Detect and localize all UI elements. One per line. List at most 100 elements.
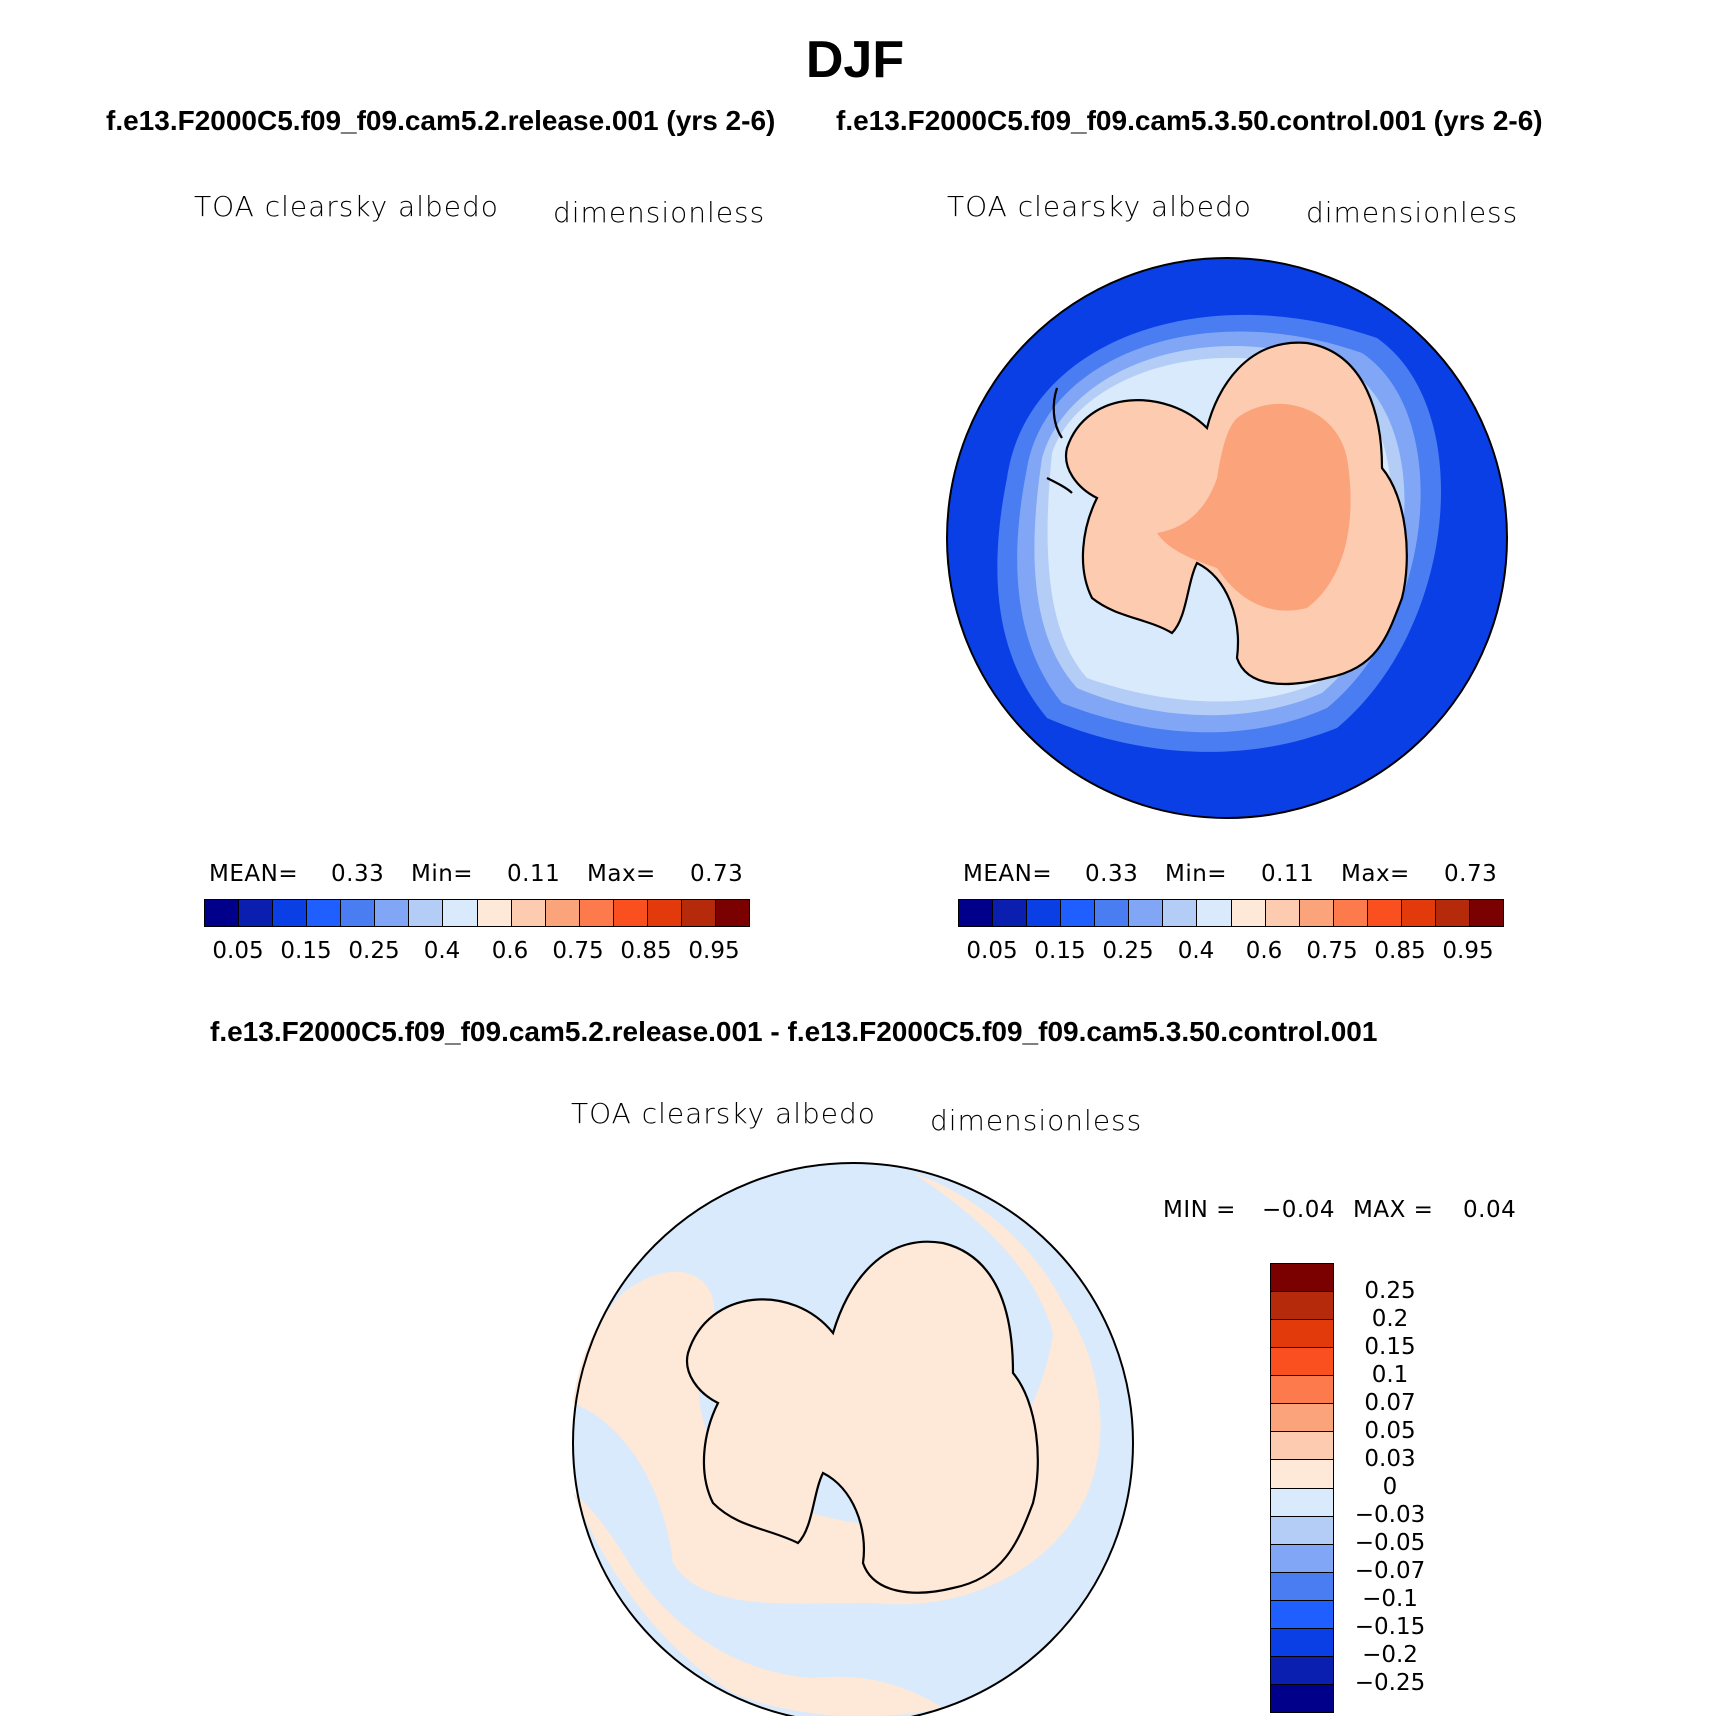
colorbar-tick-label: −0.25 bbox=[1354, 1670, 1426, 1696]
colorbar-tick-label: 0.25 bbox=[1102, 938, 1154, 964]
colorbar-swatch bbox=[579, 900, 614, 926]
left-units-label: dimensionless bbox=[553, 196, 766, 229]
right-mean-value: 0.33 bbox=[1085, 861, 1139, 887]
colorbar-swatch bbox=[273, 900, 308, 926]
colorbar-tick-label: 0.75 bbox=[552, 938, 604, 964]
left-max-label: Max= bbox=[587, 861, 656, 887]
colorbar-swatch bbox=[1333, 900, 1368, 926]
colorbar-swatch bbox=[1061, 900, 1096, 926]
right-max-value: 0.73 bbox=[1444, 861, 1498, 887]
colorbar-swatch bbox=[1271, 1348, 1333, 1377]
colorbar-tick-label: 0.1 bbox=[1371, 1362, 1409, 1388]
colorbar-swatch bbox=[1271, 1516, 1333, 1545]
page-title: DJF bbox=[805, 31, 905, 89]
colorbar-tick-label: 0.4 bbox=[1177, 938, 1215, 964]
left-max-value: 0.73 bbox=[690, 861, 744, 887]
colorbar-swatch bbox=[715, 900, 749, 926]
colorbar-tick-label: 0.75 bbox=[1306, 938, 1358, 964]
colorbar-tick-label: 0.05 bbox=[966, 938, 1018, 964]
diff-colorbar bbox=[1270, 1263, 1334, 1713]
colorbar-swatch bbox=[1271, 1320, 1333, 1349]
colorbar-tick-label: −0.2 bbox=[1362, 1642, 1418, 1668]
colorbar-tick-label: 0.85 bbox=[1374, 938, 1426, 964]
colorbar-swatch bbox=[239, 900, 274, 926]
right-units-label: dimensionless bbox=[1306, 196, 1519, 229]
left-colorbar bbox=[204, 899, 750, 927]
colorbar-swatch bbox=[613, 900, 648, 926]
left-polar-map bbox=[670, 796, 757, 820]
diff-max-value: 0.04 bbox=[1463, 1197, 1517, 1223]
left-min-value: 0.11 bbox=[507, 861, 561, 887]
diff-variable-label: TOA clearsky albedo bbox=[571, 1097, 876, 1130]
colorbar-tick-label: 0.15 bbox=[280, 938, 332, 964]
colorbar-tick-label: 0 bbox=[1382, 1474, 1398, 1500]
right-colorbar bbox=[958, 899, 1504, 927]
left-mean-value: 0.33 bbox=[331, 861, 385, 887]
colorbar-swatch bbox=[307, 900, 342, 926]
colorbar-tick-label: 0.07 bbox=[1364, 1390, 1416, 1416]
colorbar-tick-label: 0.25 bbox=[348, 938, 400, 964]
colorbar-swatch bbox=[959, 900, 994, 926]
colorbar-tick-label: −0.03 bbox=[1354, 1502, 1426, 1528]
colorbar-swatch bbox=[1271, 1656, 1333, 1685]
colorbar-swatch bbox=[1271, 1544, 1333, 1573]
colorbar-swatch bbox=[1265, 900, 1300, 926]
colorbar-tick-label: 0.4 bbox=[423, 938, 461, 964]
colorbar-swatch bbox=[1271, 1600, 1333, 1629]
colorbar-tick-label: 0.05 bbox=[1364, 1418, 1416, 1444]
colorbar-tick-label: 0.15 bbox=[1364, 1334, 1416, 1360]
colorbar-swatch bbox=[1129, 900, 1164, 926]
colorbar-swatch bbox=[443, 900, 478, 926]
colorbar-tick-label: 0.6 bbox=[1245, 938, 1283, 964]
colorbar-swatch bbox=[647, 900, 682, 926]
colorbar-swatch bbox=[993, 900, 1028, 926]
colorbar-tick-label: −0.07 bbox=[1354, 1558, 1426, 1584]
colorbar-swatch bbox=[1271, 1488, 1333, 1517]
colorbar-swatch bbox=[1095, 900, 1130, 926]
colorbar-tick-label: 0.2 bbox=[1371, 1306, 1409, 1332]
right-variable-label: TOA clearsky albedo bbox=[947, 190, 1252, 223]
colorbar-swatch bbox=[205, 900, 240, 926]
colorbar-tick-label: 0.85 bbox=[620, 938, 672, 964]
colorbar-tick-label: 0.05 bbox=[212, 938, 264, 964]
colorbar-swatch bbox=[1271, 1264, 1333, 1293]
colorbar-tick-label: 0.6 bbox=[491, 938, 529, 964]
colorbar-swatch bbox=[1271, 1572, 1333, 1601]
colorbar-tick-label: −0.1 bbox=[1362, 1586, 1418, 1612]
left-run-title: f.e13.F2000C5.f09_f09.cam5.2.release.001… bbox=[106, 105, 776, 136]
right-polar-map bbox=[945, 256, 1509, 820]
colorbar-swatch bbox=[1469, 900, 1503, 926]
diff-title: f.e13.F2000C5.f09_f09.cam5.2.release.001… bbox=[210, 1016, 1378, 1047]
right-min-value: 0.11 bbox=[1261, 861, 1315, 887]
colorbar-swatch bbox=[1271, 1684, 1333, 1712]
diff-polar-map bbox=[572, 1162, 1134, 1716]
colorbar-swatch bbox=[375, 900, 410, 926]
colorbar-swatch bbox=[1163, 900, 1198, 926]
colorbar-swatch bbox=[477, 900, 512, 926]
colorbar-swatch bbox=[1401, 900, 1436, 926]
colorbar-tick-label: 0.25 bbox=[1364, 1278, 1416, 1304]
right-mean-label: MEAN= bbox=[963, 861, 1053, 887]
colorbar-swatch bbox=[511, 900, 546, 926]
diff-units-label: dimensionless bbox=[930, 1104, 1143, 1137]
colorbar-swatch bbox=[545, 900, 580, 926]
colorbar-swatch bbox=[1231, 900, 1266, 926]
left-mean-label: MEAN= bbox=[209, 861, 299, 887]
colorbar-tick-label: −0.05 bbox=[1354, 1530, 1426, 1556]
colorbar-swatch bbox=[1299, 900, 1334, 926]
colorbar-tick-label: 0.95 bbox=[688, 938, 740, 964]
colorbar-tick-label: 0.15 bbox=[1034, 938, 1086, 964]
colorbar-swatch bbox=[1435, 900, 1470, 926]
colorbar-swatch bbox=[1367, 900, 1402, 926]
colorbar-swatch bbox=[409, 900, 444, 926]
colorbar-tick-label: 0.95 bbox=[1442, 938, 1494, 964]
right-max-label: Max= bbox=[1341, 861, 1410, 887]
colorbar-swatch bbox=[1271, 1376, 1333, 1405]
colorbar-swatch bbox=[1271, 1628, 1333, 1657]
colorbar-swatch bbox=[1027, 900, 1062, 926]
colorbar-tick-label: −0.15 bbox=[1354, 1614, 1426, 1640]
right-run-title: f.e13.F2000C5.f09_f09.cam5.3.50.control.… bbox=[836, 105, 1543, 136]
colorbar-swatch bbox=[1271, 1292, 1333, 1321]
diff-min-label: MIN = bbox=[1163, 1197, 1236, 1223]
